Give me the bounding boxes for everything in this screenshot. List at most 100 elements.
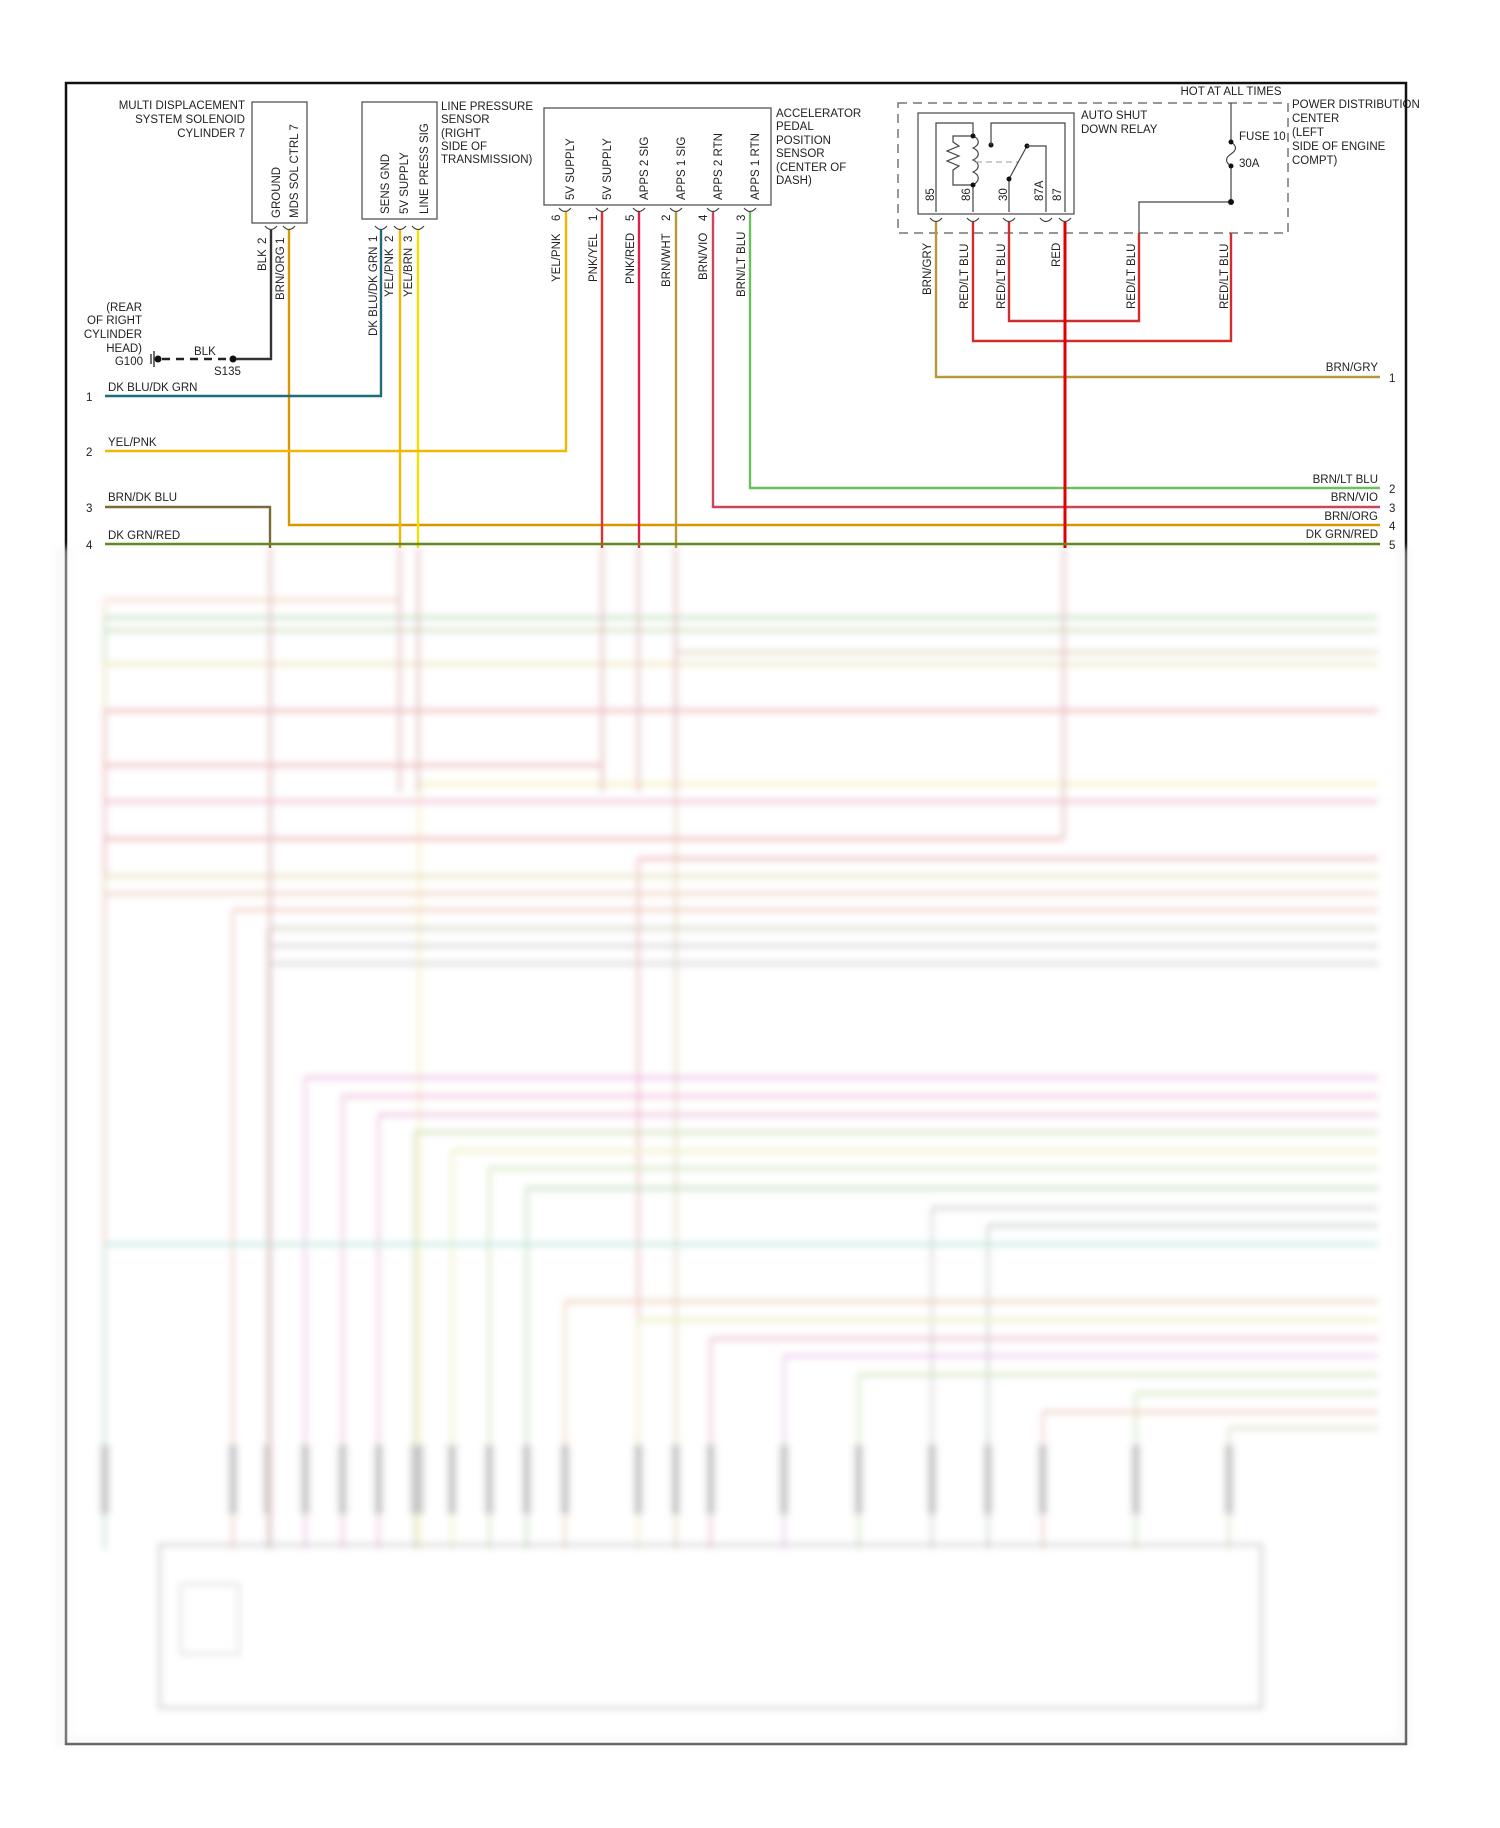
apps-title-line: (CENTER OF [776, 162, 846, 174]
wire-brn-org [287, 230, 1380, 527]
wire-label: RED/LT BLU [1219, 244, 1231, 309]
wire-red-lt-blu-30 [1007, 222, 1141, 323]
wire-label: DK BLU/DK GRN [108, 382, 197, 394]
pin-label: 5V SUPPLY [602, 138, 614, 200]
apps-title-line: PEDAL [776, 121, 814, 133]
pin-label: MDS SOL CTRL 7 [289, 124, 301, 218]
cavity-number: 5 [1389, 540, 1395, 552]
wire-label: YEL/PNK [384, 248, 396, 297]
cavity-number: 1 [86, 392, 92, 404]
blurred-mark [633, 1444, 644, 1515]
cavity-number: 3 [1389, 503, 1395, 515]
pin-label: APPS 1 SIG [676, 137, 688, 200]
blurred-lower-section [55, 547, 1410, 1748]
wire-label: PNK/RED [625, 233, 637, 284]
relay-title-line: DOWN RELAY [1081, 124, 1158, 136]
connector-terminal-icon [374, 225, 425, 231]
ground-location: HEAD) [106, 343, 142, 355]
lps-title-line: TRANSMISSION) [441, 154, 533, 166]
blurred-mark [447, 1444, 457, 1515]
pin-label: APPS 1 RTN [750, 133, 762, 200]
blurred-mark [927, 1444, 937, 1515]
blurred-mark [705, 1444, 716, 1515]
apps-connector-box [543, 107, 772, 206]
pdc-title-line: COMPT) [1292, 155, 1338, 167]
blurred-mark [410, 1444, 420, 1515]
wire-brn-dk-blu [105, 505, 272, 548]
wire-label: BLK [194, 346, 216, 358]
blurred-mark [158, 1543, 1264, 1710]
relay-title-line: AUTO SHUT [1081, 110, 1147, 122]
wire-label: YEL/PNK [551, 233, 563, 282]
cavity-number: 2 [1389, 484, 1395, 496]
wire-label: RED [1051, 243, 1063, 267]
pin-number: 1 [368, 236, 380, 242]
cavity-number: 4 [1389, 521, 1396, 533]
blurred-mark [1224, 1444, 1234, 1515]
asd-relay-box [917, 112, 1075, 215]
fuse-feed-wire [1138, 103, 1232, 233]
cavity-number: 4 [86, 540, 93, 552]
blurred-mark [983, 1444, 993, 1515]
ground-id: G100 [115, 356, 143, 368]
lps-title-line: SENSOR [441, 114, 490, 126]
pin-label: SENS GND [380, 154, 392, 214]
relay-pin-label: 87 [1052, 188, 1064, 201]
pin-number: 2 [661, 215, 673, 221]
pdc-title-line: SIDE OF ENGINE [1292, 141, 1386, 153]
wire-dk-blu-dk-grn [105, 230, 383, 398]
wire-red-lt-blu-86 [971, 222, 1233, 343]
wire-yel-pnk-apps [105, 212, 568, 453]
pin-number: 2 [384, 236, 396, 242]
blurred-mark [263, 1444, 273, 1515]
blurred-mark [521, 1444, 532, 1515]
cavity-number: 1 [1389, 373, 1395, 385]
pdc-title-line: CENTER [1292, 113, 1339, 125]
ground-location: CYLINDER [84, 329, 142, 341]
cavity-number: 2 [86, 447, 92, 459]
junction-dot [1228, 199, 1234, 205]
ground-icon [150, 351, 155, 367]
wire-label: DK BLU/DK GRN [368, 247, 380, 336]
blurred-mark [671, 1444, 681, 1515]
relay-pin-label: 30 [998, 188, 1010, 201]
fuse-label: FUSE 10 [1239, 131, 1286, 143]
pin-number: 1 [275, 238, 287, 244]
pdc-dashed-outline [897, 102, 1289, 234]
mds-title-line: SYSTEM SOLENOID [135, 114, 245, 126]
mds-solenoid-cylinder-7: MULTI DISPLACEMENT SYSTEM SOLENOID CYLIN… [119, 100, 308, 300]
pin-number: 3 [403, 236, 415, 242]
blurred-mark [373, 1444, 384, 1515]
mds-title-line: MULTI DISPLACEMENT [119, 100, 245, 112]
blurred-mark [853, 1444, 864, 1515]
lps-title-line: LINE PRESSURE [441, 101, 533, 113]
hot-at-all-times-label: HOT AT ALL TIMES [1181, 86, 1282, 98]
apps-title-line: POSITION [776, 135, 831, 147]
wire-label: DK GRN/RED [1306, 529, 1378, 541]
wire-label: YEL/BRN [403, 248, 415, 297]
wire-label: RED/LT BLU [959, 244, 971, 309]
blurred-mark [484, 1444, 494, 1515]
cavity-number: 3 [86, 503, 92, 515]
right-connector: BRN/GRY 1 BRN/LT BLU 2 BRN/VIO 3 BRN/ORG… [1306, 362, 1396, 552]
left-connector: 1 DK BLU/DK GRN 2 YEL/PNK 3 BRN/DK BLU 4… [86, 382, 197, 552]
pin-label: APPS 2 SIG [639, 137, 651, 200]
pin-label: LINE PRESS SIG [419, 123, 431, 214]
splice-id: S135 [214, 366, 241, 378]
apps-title-line: ACCELERATOR [776, 108, 861, 120]
connector-terminal-icon [558, 207, 757, 213]
lps-title-line: (RIGHT [441, 128, 481, 140]
ground-g100: (REAR OF RIGHT CYLINDER HEAD) G100 BLK S… [84, 302, 241, 378]
connector-terminal-icon [929, 217, 1072, 223]
connector-terminal-icon [264, 225, 296, 231]
wire-blk [236, 230, 273, 361]
wire-label: BRN/LT BLU [736, 232, 748, 297]
pin-number: 2 [257, 238, 269, 244]
apps-title-line: SENSOR [776, 148, 825, 160]
wire-label: PNK/YEL [588, 233, 600, 282]
wire-label: BRN/VIO [698, 233, 710, 280]
fuse-icon [1225, 141, 1237, 167]
splice-s135 [229, 355, 237, 363]
pin-number: 3 [736, 215, 748, 221]
pin-number: 5 [625, 215, 637, 221]
